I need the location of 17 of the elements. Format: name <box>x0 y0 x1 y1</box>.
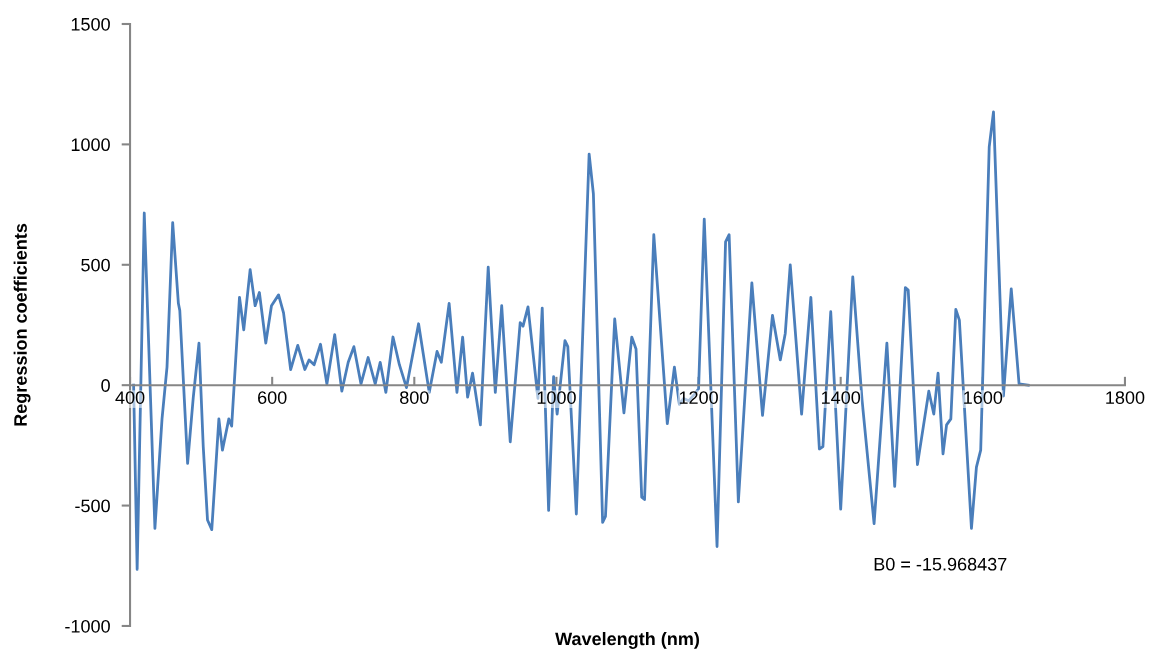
x-tick-label: 1800 <box>1106 391 1145 404</box>
x-tick-label: 800 <box>400 391 429 404</box>
x-tick-label: 1000 <box>537 391 576 404</box>
y-tick-label: -1000 <box>65 619 110 633</box>
y-tick-label: 500 <box>81 258 110 272</box>
x-tick-label: 1200 <box>679 391 718 404</box>
y-tick-label: 1000 <box>71 138 110 152</box>
x-tick-label: 1600 <box>964 391 1003 404</box>
y-tick-label: -500 <box>75 499 110 513</box>
x-axis-title: Wavelength (nm) <box>555 631 699 649</box>
annotation: B0 = -15.968437 <box>874 557 1007 571</box>
y-axis-title: Regression coefficients <box>13 223 31 426</box>
x-tick-label: 600 <box>258 391 287 404</box>
y-tick-label: 1500 <box>71 17 110 31</box>
y-tick-label: 0 <box>101 379 110 392</box>
x-tick-label: 400 <box>115 391 145 404</box>
x-tick-label: 1400 <box>821 391 861 404</box>
